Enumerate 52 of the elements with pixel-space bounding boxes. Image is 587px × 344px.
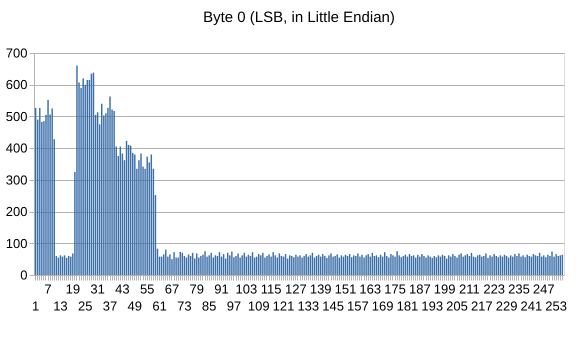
x-tick-label: 145 xyxy=(322,298,344,314)
x-tick-label: 169 xyxy=(372,298,394,314)
x-tick-label: 157 xyxy=(347,298,369,314)
x-tick-label: 139 xyxy=(310,282,332,296)
x-tick-label: 223 xyxy=(483,282,506,296)
y-tick-label: 100 xyxy=(6,236,28,251)
x-tick-label: 211 xyxy=(459,282,480,296)
x-tick-label: 55 xyxy=(140,282,154,296)
x-tick-label: 181 xyxy=(396,298,418,314)
x-tick-label: 127 xyxy=(285,282,307,296)
chart-title: Byte 0 (LSB, in Little Endian) xyxy=(203,9,395,26)
x-tick-label: 31 xyxy=(90,282,105,296)
x-tick-label: 43 xyxy=(115,282,130,296)
x-tick-label: 151 xyxy=(334,282,356,296)
x-tick-label: 121 xyxy=(272,298,294,314)
y-tick-label: 500 xyxy=(6,108,28,124)
x-tick-label: 79 xyxy=(190,282,204,296)
x-tick-label: 247 xyxy=(532,282,555,296)
x-tick-label: 187 xyxy=(408,282,431,296)
y-tick-label: 600 xyxy=(6,77,28,92)
x-tick-label: 241 xyxy=(520,298,542,314)
x-tick-label: 103 xyxy=(235,282,258,296)
x-tick-label: 49 xyxy=(128,298,142,314)
x-tick-label: 1 xyxy=(32,298,40,314)
x-tick-label: 85 xyxy=(202,298,216,314)
x-tick-label: 37 xyxy=(102,298,118,314)
x-tick-label: 175 xyxy=(384,282,406,296)
x-tick-label: 73 xyxy=(177,298,192,314)
y-tick-label: 700 xyxy=(6,46,28,60)
x-tick-label: 13 xyxy=(53,298,68,314)
x-tick-label: 115 xyxy=(260,282,282,296)
x-tick-label: 97 xyxy=(226,298,242,314)
y-tick-label: 0 xyxy=(20,268,28,282)
x-tick-label: 67 xyxy=(164,282,180,296)
x-tick-label: 163 xyxy=(359,282,382,296)
x-tick-label: 205 xyxy=(446,298,468,314)
y-tick-label: 400 xyxy=(6,140,28,156)
x-tick-label: 199 xyxy=(434,282,456,296)
x-tick-label: 217 xyxy=(470,298,493,314)
x-tick-label: 235 xyxy=(508,282,530,296)
y-tick-label: 200 xyxy=(6,204,28,220)
x-tick-label: 19 xyxy=(66,282,80,296)
x-tick-label: 193 xyxy=(421,298,444,314)
x-tick-label: 109 xyxy=(248,298,270,314)
y-tick-label: 300 xyxy=(6,172,28,188)
x-tick-label: 7 xyxy=(44,282,52,296)
x-tick-label: 91 xyxy=(214,282,229,296)
x-tick-label: 25 xyxy=(78,298,92,314)
x-tick-label: 253 xyxy=(545,298,568,314)
x-tick-label: 133 xyxy=(297,298,320,314)
x-tick-label: 61 xyxy=(152,298,167,314)
x-tick-label: 229 xyxy=(496,298,518,314)
